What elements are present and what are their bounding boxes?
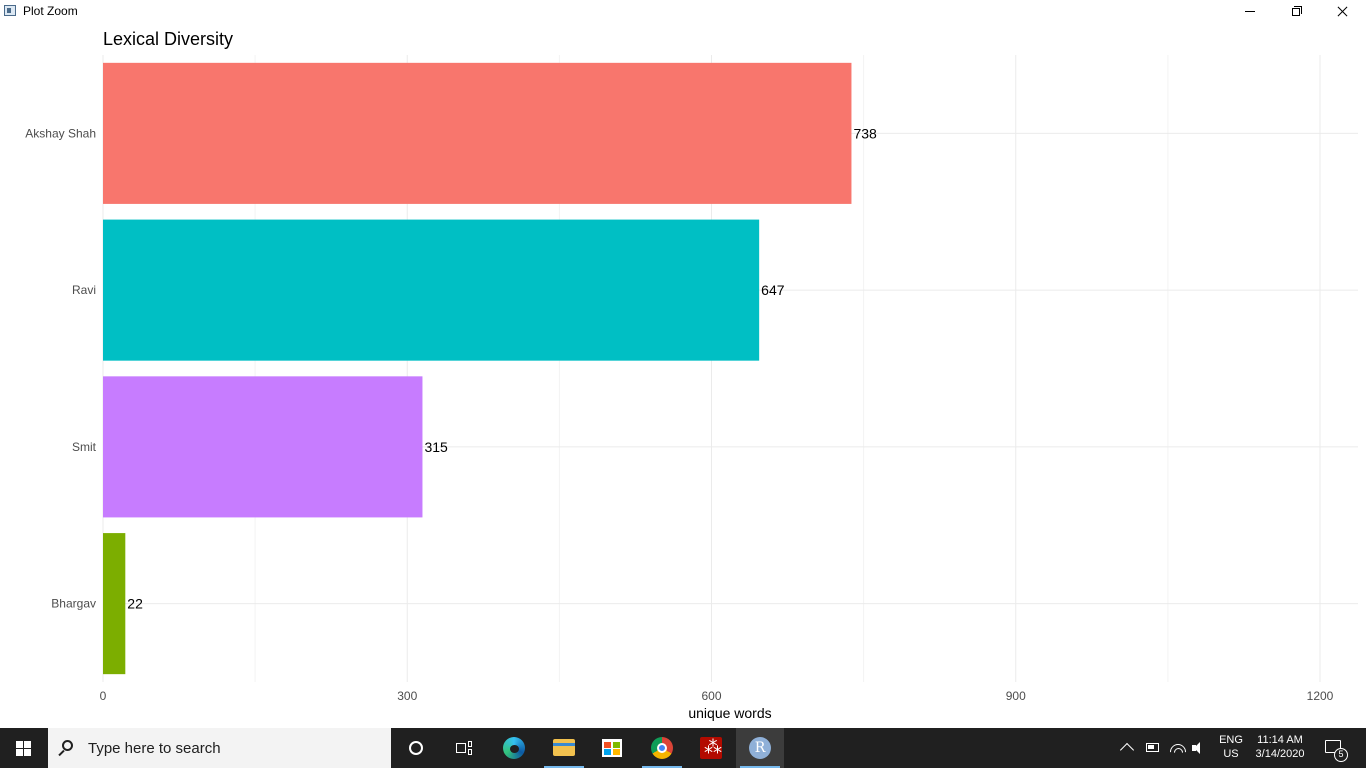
- task-view-icon: [456, 741, 472, 755]
- input-language[interactable]: ENG US: [1214, 733, 1248, 761]
- close-button[interactable]: [1319, 0, 1365, 24]
- x-axis-tick-label: 1200: [1307, 689, 1334, 703]
- chrome-button[interactable]: [638, 728, 686, 768]
- bar-value-label: 738: [853, 125, 877, 141]
- y-axis-tick-label: Ravi: [72, 283, 96, 297]
- bar-value-label: 647: [761, 282, 785, 298]
- show-hidden-icons-chevron-icon[interactable]: [1119, 742, 1135, 758]
- minimize-button[interactable]: [1227, 0, 1273, 24]
- bar: [103, 62, 852, 204]
- y-axis-tick-label: Bhargav: [51, 597, 96, 611]
- acrobat-icon: [700, 737, 722, 759]
- bar-value-label: 315: [424, 439, 448, 455]
- r-icon: R: [749, 737, 771, 759]
- x-axis-tick-label: 600: [701, 689, 721, 703]
- language-code: ENG: [1219, 734, 1243, 746]
- bar: [103, 219, 760, 361]
- battery-icon[interactable]: [1146, 743, 1159, 752]
- taskbar: Type here to search R ENG US: [0, 728, 1366, 768]
- title-bar: Plot Zoom: [0, 0, 1366, 24]
- store-button[interactable]: [588, 728, 636, 768]
- clock[interactable]: 11:14 AM 3/14/2020: [1248, 733, 1312, 761]
- x-axis-tick-label: 300: [397, 689, 417, 703]
- x-axis-label: unique words: [688, 705, 771, 721]
- file-explorer-icon: [553, 739, 575, 756]
- y-axis-tick-label: Akshay Shah: [25, 126, 96, 140]
- search-icon: [62, 740, 73, 751]
- acrobat-button[interactable]: [687, 728, 735, 768]
- chart-title: Lexical Diversity: [103, 29, 233, 49]
- notification-center-icon[interactable]: [1325, 740, 1341, 753]
- x-axis-tick-label: 0: [100, 689, 107, 703]
- cortana-button[interactable]: [392, 728, 440, 768]
- wifi-icon[interactable]: [1170, 740, 1186, 756]
- window-title: Plot Zoom: [23, 4, 78, 18]
- bar-value-label: 22: [127, 596, 143, 612]
- bar: [103, 376, 423, 518]
- search-box[interactable]: Type here to search: [48, 728, 391, 768]
- volume-icon[interactable]: [1192, 741, 1208, 755]
- lexical-diversity-chart: Lexical Diversity 738 647 315 22 Akshay Sha…: [25, 29, 1358, 721]
- r-button[interactable]: R: [736, 728, 784, 768]
- bar: [103, 533, 126, 675]
- edge-icon: [503, 737, 525, 759]
- cortana-icon: [409, 741, 423, 755]
- start-button[interactable]: [0, 728, 48, 768]
- chrome-icon: [651, 737, 673, 759]
- edge-button[interactable]: [490, 728, 538, 768]
- chart-bars: 738 647 315 22: [103, 62, 877, 675]
- file-explorer-button[interactable]: [540, 728, 588, 768]
- x-axis-ticks: 0 300 600 900 1200: [100, 689, 1334, 703]
- clock-date: 3/14/2020: [1255, 748, 1305, 760]
- y-axis-labels: Akshay Shah Ravi Smit Bhargav: [25, 126, 96, 610]
- notification-count-badge: 5: [1334, 748, 1348, 762]
- plot-window-icon: [4, 5, 16, 16]
- language-region: US: [1223, 748, 1239, 760]
- y-axis-tick-label: Smit: [72, 440, 97, 454]
- restore-button[interactable]: [1273, 0, 1319, 24]
- store-icon: [602, 739, 622, 757]
- task-view-button[interactable]: [440, 728, 488, 768]
- clock-time: 11:14 AM: [1257, 734, 1303, 746]
- search-placeholder: Type here to search: [88, 740, 221, 757]
- x-axis-tick-label: 900: [1006, 689, 1026, 703]
